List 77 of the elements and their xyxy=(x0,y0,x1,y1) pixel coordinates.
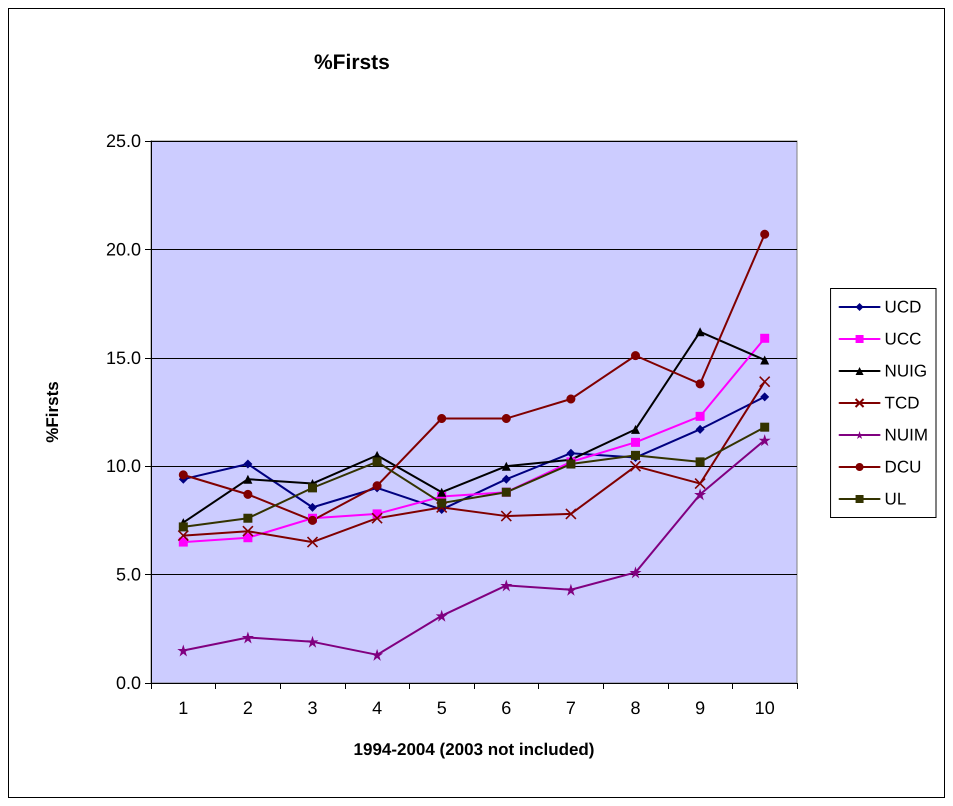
point xyxy=(566,448,576,458)
point xyxy=(694,488,706,500)
x-axis-title: 1994-2004 (2003 not included) xyxy=(354,740,594,759)
point xyxy=(436,502,448,514)
point xyxy=(631,438,640,447)
point xyxy=(436,610,448,622)
x-tick-label: 2 xyxy=(242,698,253,718)
point xyxy=(502,462,511,471)
x-tick-label: 8 xyxy=(630,698,641,718)
point xyxy=(437,488,446,497)
point xyxy=(696,457,705,466)
point xyxy=(566,460,576,469)
y-tick-label: 5.0 xyxy=(116,564,141,585)
point xyxy=(243,460,252,469)
point xyxy=(178,530,190,542)
point xyxy=(696,424,705,434)
point xyxy=(437,498,446,508)
point xyxy=(437,414,446,423)
chart-title: %Firsts xyxy=(314,51,390,74)
y-tick-label: 25.0 xyxy=(106,131,141,151)
point xyxy=(631,424,640,434)
point xyxy=(696,379,705,388)
x-tick-label: 4 xyxy=(372,698,382,718)
legend-label: NUIG xyxy=(884,362,928,380)
point xyxy=(308,502,317,512)
x-tick-label: 6 xyxy=(501,698,512,718)
x-tick-label: 9 xyxy=(695,698,706,718)
legend-label: UCC xyxy=(884,330,922,348)
point xyxy=(371,512,383,524)
point xyxy=(696,412,705,421)
x-tick-label: 5 xyxy=(436,698,447,718)
point xyxy=(565,508,577,520)
point xyxy=(564,584,577,596)
point xyxy=(243,474,252,484)
point xyxy=(758,376,770,388)
point xyxy=(372,457,382,466)
point xyxy=(758,434,771,446)
y-tick-label: 0.0 xyxy=(116,673,141,693)
point xyxy=(242,631,254,644)
legend-label: UL xyxy=(884,490,906,508)
point xyxy=(500,510,512,522)
point xyxy=(178,522,188,532)
point xyxy=(502,474,511,484)
legend-label: NUIM xyxy=(884,426,928,444)
point xyxy=(631,351,640,360)
point xyxy=(566,394,576,404)
point xyxy=(631,450,640,460)
point xyxy=(760,355,770,364)
y-tick-label: 15.0 xyxy=(106,348,141,368)
point xyxy=(178,470,188,480)
point xyxy=(243,514,252,523)
point xyxy=(630,566,642,578)
legend-label: DCU xyxy=(884,458,922,476)
legend-label: UCD xyxy=(884,298,922,316)
point xyxy=(502,414,511,423)
y-tick-label: 20.0 xyxy=(106,239,141,260)
point xyxy=(630,460,642,472)
point xyxy=(243,490,252,499)
point xyxy=(242,525,254,538)
point xyxy=(694,478,706,490)
point xyxy=(760,422,770,432)
point xyxy=(500,579,512,592)
point xyxy=(760,334,770,343)
y-axis-title: %Firsts xyxy=(43,381,62,443)
y-tick-label: 10.0 xyxy=(106,456,141,476)
point xyxy=(760,392,770,402)
point xyxy=(760,230,770,239)
x-tick-label: 1 xyxy=(178,698,188,718)
x-tick-label: 3 xyxy=(307,698,318,718)
point xyxy=(308,483,317,492)
x-tick-label: 10 xyxy=(754,698,775,718)
x-tick-label: 7 xyxy=(566,698,576,718)
legend-label: TCD xyxy=(884,394,920,412)
point xyxy=(696,327,705,336)
point xyxy=(306,636,318,648)
point xyxy=(371,648,384,661)
point xyxy=(306,536,318,548)
